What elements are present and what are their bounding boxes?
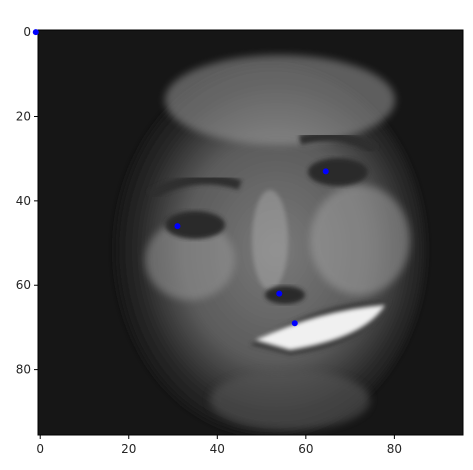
x-tick-label: 40 bbox=[210, 442, 225, 456]
x-tick-label: 80 bbox=[387, 442, 402, 456]
landmark-point bbox=[174, 223, 181, 230]
y-tick-label: 40 bbox=[16, 194, 31, 208]
y-tick-label: 60 bbox=[16, 278, 31, 292]
face-image bbox=[38, 30, 463, 435]
axis-ticks: 0 20 40 60 80 0 20 40 60 80 bbox=[16, 25, 402, 456]
y-tick-label: 80 bbox=[16, 363, 31, 377]
x-tick-label: 0 bbox=[36, 442, 44, 456]
landmark-point bbox=[322, 168, 329, 175]
axes-frame bbox=[37, 29, 464, 436]
landmark-points bbox=[32, 29, 329, 327]
x-tick-label: 60 bbox=[298, 442, 313, 456]
x-tick-label: 20 bbox=[121, 442, 136, 456]
y-tick-label: 20 bbox=[16, 109, 31, 123]
landmark-point bbox=[32, 29, 39, 36]
landmark-point bbox=[276, 290, 283, 297]
landmark-point bbox=[291, 320, 298, 327]
y-tick-label: 0 bbox=[23, 25, 31, 39]
